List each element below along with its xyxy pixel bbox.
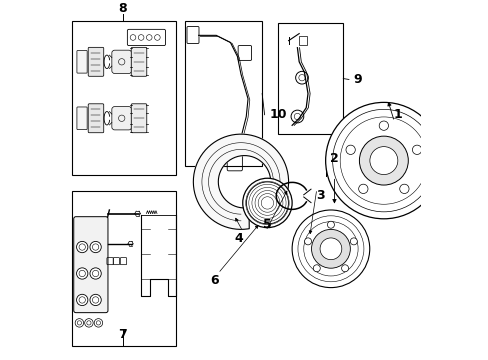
Circle shape bbox=[84, 319, 93, 327]
FancyBboxPatch shape bbox=[131, 48, 146, 76]
Text: 1: 1 bbox=[393, 108, 402, 121]
FancyBboxPatch shape bbox=[77, 50, 87, 73]
Text: 4: 4 bbox=[234, 232, 243, 245]
Bar bbox=[278, 23, 343, 134]
Circle shape bbox=[90, 242, 101, 253]
Circle shape bbox=[320, 238, 341, 260]
Circle shape bbox=[313, 265, 320, 272]
Circle shape bbox=[378, 121, 388, 130]
Circle shape bbox=[327, 221, 334, 228]
Circle shape bbox=[358, 184, 367, 194]
Circle shape bbox=[77, 268, 88, 279]
Bar bbox=[184, 21, 262, 166]
Circle shape bbox=[94, 319, 102, 327]
Circle shape bbox=[242, 178, 291, 228]
Text: 9: 9 bbox=[352, 73, 361, 86]
Circle shape bbox=[325, 102, 441, 219]
Circle shape bbox=[75, 319, 83, 327]
FancyBboxPatch shape bbox=[74, 217, 108, 312]
Text: 5: 5 bbox=[263, 217, 271, 231]
FancyBboxPatch shape bbox=[88, 48, 103, 76]
Text: 2: 2 bbox=[329, 152, 338, 165]
Text: 7: 7 bbox=[118, 328, 127, 341]
Circle shape bbox=[369, 147, 397, 175]
Circle shape bbox=[90, 268, 101, 279]
Circle shape bbox=[290, 110, 303, 123]
Text: 8: 8 bbox=[118, 3, 127, 15]
Circle shape bbox=[311, 229, 349, 268]
Circle shape bbox=[77, 242, 88, 253]
Circle shape bbox=[77, 294, 88, 306]
FancyBboxPatch shape bbox=[112, 107, 131, 130]
Circle shape bbox=[411, 145, 421, 154]
Circle shape bbox=[349, 238, 357, 245]
Text: 10: 10 bbox=[269, 108, 287, 121]
FancyBboxPatch shape bbox=[88, 104, 103, 133]
FancyBboxPatch shape bbox=[131, 104, 146, 133]
Circle shape bbox=[346, 145, 355, 154]
Text: 6: 6 bbox=[210, 274, 218, 287]
Bar bbox=[72, 190, 176, 346]
Circle shape bbox=[359, 136, 407, 185]
Circle shape bbox=[304, 238, 311, 245]
Circle shape bbox=[90, 294, 101, 306]
Polygon shape bbox=[193, 134, 288, 229]
Circle shape bbox=[399, 184, 408, 194]
Text: 3: 3 bbox=[315, 189, 324, 202]
FancyBboxPatch shape bbox=[77, 107, 87, 130]
Bar bbox=[72, 21, 176, 175]
Circle shape bbox=[291, 210, 369, 288]
Circle shape bbox=[295, 71, 308, 84]
FancyBboxPatch shape bbox=[112, 50, 131, 73]
Circle shape bbox=[341, 265, 348, 272]
